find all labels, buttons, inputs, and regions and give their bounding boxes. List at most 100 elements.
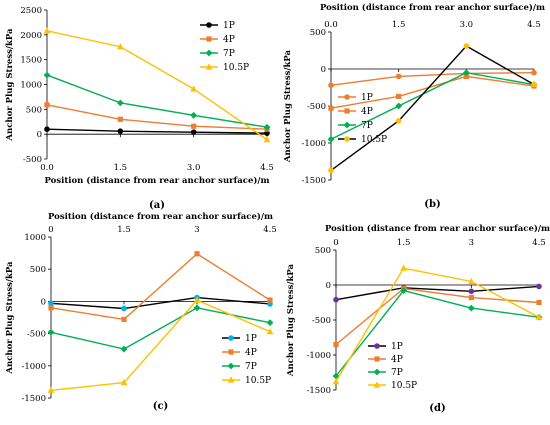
data-point <box>47 328 55 336</box>
x-axis-title: Position (distance from rear anchor surf… <box>325 223 550 234</box>
data-point <box>463 73 469 79</box>
x-axis-title: Position (distance from rear anchor surf… <box>320 2 545 13</box>
series-10.5P <box>47 296 274 393</box>
legend: 1P 4P 7P 10.5P <box>200 21 249 73</box>
legend-item: 7P <box>368 368 403 378</box>
x-tick-label: 1.5 <box>397 238 411 248</box>
legend-swatch-marker <box>205 49 213 57</box>
series-line <box>330 45 535 171</box>
data-point <box>116 99 124 107</box>
data-point <box>43 27 51 34</box>
legend-item: 4P <box>222 348 257 358</box>
legend-swatch-marker <box>344 108 350 114</box>
series-10.5P <box>328 43 537 174</box>
data-point <box>536 283 542 290</box>
legend-swatch-marker <box>374 343 380 349</box>
legend-item: 4P <box>368 355 403 365</box>
y-tick-label: 1500 <box>20 56 42 66</box>
chart-panel-1: -500 0 500 1000 1500 2000 2500 0.0 1.5 3.0 4.5 Posi… <box>5 6 274 211</box>
data-point <box>395 102 403 110</box>
series-line <box>50 296 271 310</box>
data-point <box>117 128 124 134</box>
legend-label: 1P <box>391 342 403 352</box>
series-1P <box>48 294 273 312</box>
legend-item: 10.5P <box>200 63 249 73</box>
data-point <box>193 296 201 303</box>
legend-label: 10.5P <box>391 381 417 391</box>
series-10.5P <box>43 27 271 143</box>
data-point <box>535 313 543 320</box>
data-point <box>468 295 474 301</box>
series-4P <box>44 102 270 132</box>
data-point <box>263 123 271 131</box>
y-tick-label: 500 <box>315 246 331 256</box>
x-tick-label: 0 <box>333 238 338 248</box>
legend-item: 1P <box>200 21 235 31</box>
data-point <box>328 105 334 111</box>
series-line <box>46 128 268 134</box>
y-tick-label: 1000 <box>20 81 42 91</box>
legend-item: 4P <box>200 35 235 45</box>
x-tick-label: 1.5 <box>114 163 128 173</box>
x-tick-label: 4.5 <box>532 238 546 248</box>
series-line <box>46 74 268 128</box>
legend-label: 10.5P <box>245 376 271 386</box>
data-point <box>266 328 274 335</box>
legend: 1P 4P 7P 10.5P <box>368 342 417 391</box>
y-tick-label: 1000 <box>24 233 46 243</box>
legend: 1P 4P 7P 10.5P <box>338 93 387 145</box>
y-tick-label: 0 <box>41 297 46 307</box>
series-line <box>335 289 540 377</box>
data-point <box>333 296 339 303</box>
legend-item: 1P <box>222 334 257 344</box>
x-tick-label: 4.5 <box>527 20 541 30</box>
x-axis-title: Position (distance from rear anchor surf… <box>45 175 270 186</box>
legend-swatch-marker <box>343 121 351 129</box>
series-line <box>330 72 535 86</box>
series-line <box>335 285 540 301</box>
legend-label: 4P <box>223 35 235 45</box>
legend-label: 7P <box>361 121 373 131</box>
data-point <box>400 264 408 271</box>
series-1P <box>44 126 270 136</box>
data-point <box>332 372 340 380</box>
data-point <box>328 82 334 89</box>
y-tick-label: 0 <box>37 130 42 140</box>
series-line <box>46 104 268 130</box>
x-tick-label: 3 <box>194 225 199 235</box>
data-point <box>332 378 340 385</box>
data-point <box>48 300 54 307</box>
data-point <box>117 116 123 122</box>
series-line <box>335 267 540 382</box>
data-point <box>44 102 50 108</box>
data-point <box>267 297 273 303</box>
legend-swatch-marker <box>374 356 380 362</box>
series-line <box>50 307 271 350</box>
data-point <box>194 251 200 257</box>
legend-swatch-marker <box>206 22 212 28</box>
data-point <box>536 299 542 306</box>
panel-label: (d) <box>429 403 445 414</box>
data-point <box>43 71 51 79</box>
legend-item: 7P <box>200 49 235 59</box>
legend-label: 1P <box>361 93 373 103</box>
panel-label: (b) <box>424 199 440 210</box>
legend-swatch-marker <box>227 376 235 383</box>
x-tick-label: 3 <box>469 238 474 248</box>
data-point <box>395 118 402 124</box>
legend-swatch-marker <box>344 136 350 142</box>
panel-label: (c) <box>153 401 169 412</box>
legend-swatch-marker <box>373 381 381 388</box>
x-tick-label: 0.0 <box>324 20 338 30</box>
y-axis-title: Anchor Plug Stress/kPa <box>5 261 15 375</box>
y-tick-label: -1500 <box>301 176 326 186</box>
y-tick-label: 500 <box>310 28 326 38</box>
data-point <box>263 136 271 143</box>
data-point <box>120 378 128 386</box>
x-tick-label: 0 <box>48 225 53 235</box>
data-point <box>395 73 402 80</box>
legend-item: 10.5P <box>222 376 271 386</box>
